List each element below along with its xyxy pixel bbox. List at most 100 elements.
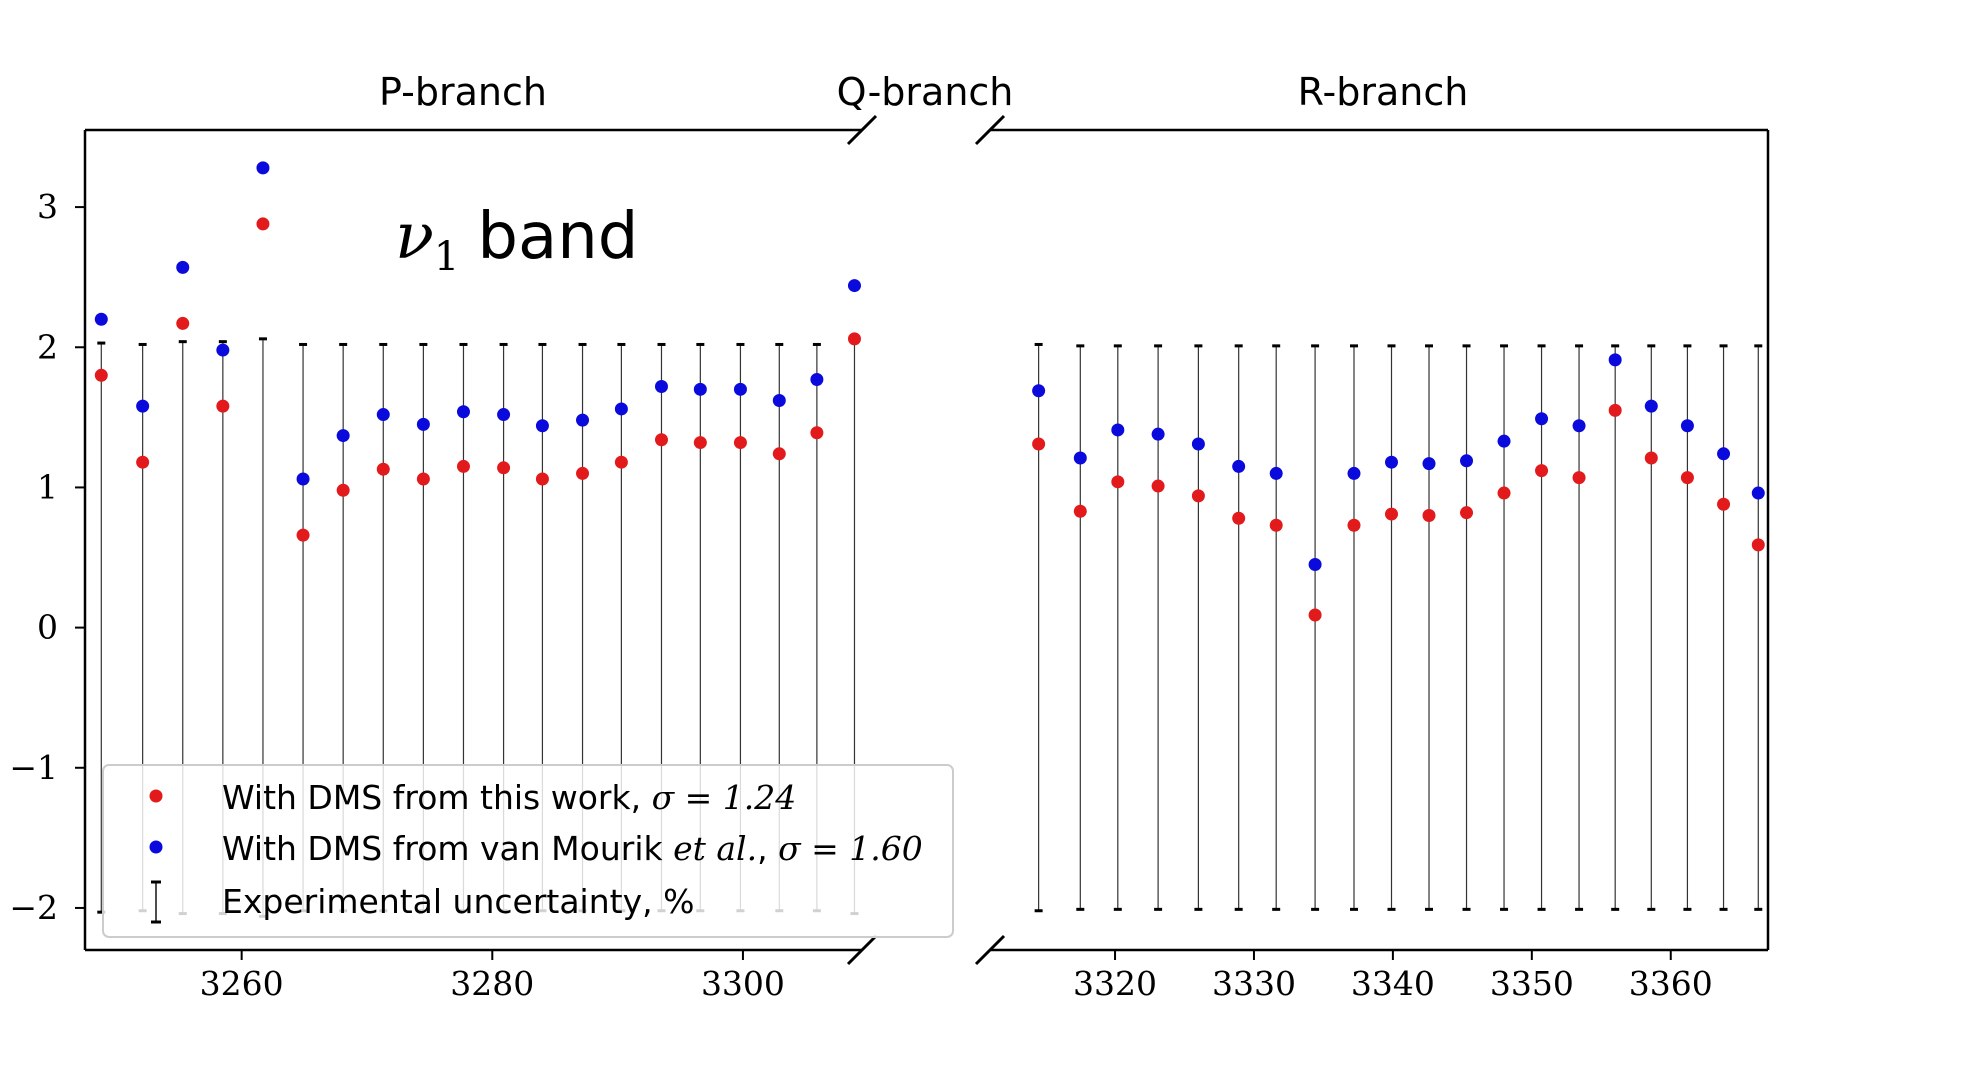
x-tick-label: 3280 bbox=[450, 964, 534, 1003]
point-van-mourik bbox=[847, 279, 861, 293]
point-this-work bbox=[336, 483, 350, 497]
point-this-work bbox=[1269, 518, 1283, 532]
branch-titles: P-branch Q-branch R-branch bbox=[379, 70, 1468, 114]
legend-marker-blue bbox=[149, 840, 163, 854]
point-van-mourik bbox=[376, 408, 390, 422]
point-this-work bbox=[1680, 471, 1694, 485]
point-this-work bbox=[416, 472, 430, 486]
point-this-work bbox=[576, 466, 590, 480]
point-van-mourik bbox=[1308, 558, 1322, 572]
point-this-work bbox=[733, 436, 747, 450]
band-annotation-label: ν1 band bbox=[395, 200, 638, 280]
r-branch-title: R-branch bbox=[1298, 70, 1469, 114]
point-this-work bbox=[1151, 479, 1165, 493]
legend-prefix: With DMS from this work, bbox=[222, 778, 652, 817]
y-axis: −2 −1 0 1 2 3 bbox=[9, 187, 85, 927]
error-bar bbox=[1113, 344, 1122, 911]
point-van-mourik bbox=[733, 382, 747, 396]
point-van-mourik bbox=[1032, 384, 1046, 398]
y-tick-label: 1 bbox=[37, 467, 58, 506]
point-van-mourik bbox=[256, 161, 270, 175]
error-bar bbox=[1719, 344, 1728, 911]
error-bar bbox=[1575, 344, 1584, 911]
point-van-mourik bbox=[94, 312, 108, 326]
legend-sigma: σ = 1.24 bbox=[652, 778, 797, 817]
point-this-work bbox=[847, 332, 861, 346]
error-bar bbox=[1234, 344, 1243, 911]
x-tick-label: 3360 bbox=[1629, 964, 1713, 1003]
point-van-mourik bbox=[1232, 459, 1246, 473]
band-suffix: band bbox=[477, 200, 638, 274]
x-tick-label: 3350 bbox=[1490, 964, 1574, 1003]
error-bar bbox=[1537, 344, 1546, 911]
band-subscript: 1 bbox=[434, 234, 459, 280]
point-this-work bbox=[216, 399, 230, 413]
legend-label-uncertainty: Experimental uncertainty, % bbox=[222, 882, 694, 921]
point-this-work bbox=[1385, 507, 1399, 521]
error-bar bbox=[1500, 344, 1509, 911]
point-van-mourik bbox=[456, 405, 470, 419]
error-bar bbox=[1462, 344, 1471, 911]
error-bar bbox=[1754, 344, 1763, 911]
point-this-work bbox=[1422, 508, 1436, 522]
panel-r-branch: 3320 3330 3340 3350 3360 bbox=[974, 114, 1770, 1003]
point-van-mourik bbox=[810, 373, 824, 387]
series-this-work bbox=[94, 217, 861, 542]
point-this-work bbox=[1460, 506, 1474, 520]
point-this-work bbox=[1111, 475, 1125, 489]
error-bar bbox=[1387, 344, 1396, 911]
point-van-mourik bbox=[1680, 419, 1694, 433]
point-van-mourik bbox=[1717, 447, 1731, 461]
point-this-work bbox=[256, 217, 270, 231]
point-van-mourik bbox=[1347, 466, 1361, 480]
point-this-work bbox=[1608, 403, 1622, 417]
x-tick-label: 3340 bbox=[1351, 964, 1435, 1003]
x-tick-label: 3260 bbox=[200, 964, 284, 1003]
y-tick-label: 0 bbox=[37, 608, 58, 647]
point-this-work bbox=[1644, 451, 1658, 465]
error-bar bbox=[1272, 344, 1281, 911]
point-van-mourik bbox=[654, 380, 668, 394]
point-van-mourik bbox=[576, 413, 590, 427]
point-van-mourik bbox=[416, 417, 430, 431]
point-van-mourik bbox=[1572, 419, 1586, 433]
legend: With DMS from this work, σ = 1.24 With DM… bbox=[102, 764, 954, 938]
axis-break-mark bbox=[846, 114, 878, 146]
axis-break-mark bbox=[846, 934, 878, 966]
point-van-mourik bbox=[693, 382, 707, 396]
point-van-mourik bbox=[136, 399, 150, 413]
point-van-mourik bbox=[296, 472, 310, 486]
y-tick-label: −1 bbox=[9, 748, 58, 787]
point-van-mourik bbox=[1422, 457, 1436, 471]
series-van-mourik bbox=[94, 161, 861, 486]
legend-sep: , bbox=[757, 829, 778, 868]
legend-prefix: With DMS from van Mourik bbox=[222, 829, 673, 868]
point-this-work bbox=[1073, 504, 1087, 518]
point-this-work bbox=[614, 455, 628, 469]
point-van-mourik bbox=[1151, 427, 1165, 441]
point-this-work bbox=[1347, 518, 1361, 532]
point-van-mourik bbox=[1191, 437, 1205, 451]
point-this-work bbox=[1308, 608, 1322, 622]
point-this-work bbox=[1717, 497, 1731, 511]
error-bar bbox=[1034, 342, 1043, 913]
point-van-mourik bbox=[1111, 423, 1125, 437]
point-van-mourik bbox=[336, 429, 350, 443]
band-symbol: ν bbox=[395, 200, 434, 274]
point-this-work bbox=[136, 455, 150, 469]
point-van-mourik bbox=[1269, 466, 1283, 480]
point-this-work bbox=[535, 472, 549, 486]
error-bar bbox=[1076, 344, 1085, 911]
error-bar bbox=[1311, 344, 1320, 911]
error-bar bbox=[1349, 344, 1358, 911]
error-bar bbox=[1647, 344, 1656, 911]
point-this-work bbox=[1032, 437, 1046, 451]
axis-break-mark bbox=[974, 114, 1006, 146]
legend-marker-errorbar bbox=[151, 880, 161, 924]
error-bar bbox=[1611, 344, 1620, 911]
legend-sigma: σ = 1.60 bbox=[778, 829, 923, 868]
point-this-work bbox=[1751, 538, 1765, 552]
point-van-mourik bbox=[1497, 434, 1511, 448]
x-tick-label: 3330 bbox=[1212, 964, 1296, 1003]
